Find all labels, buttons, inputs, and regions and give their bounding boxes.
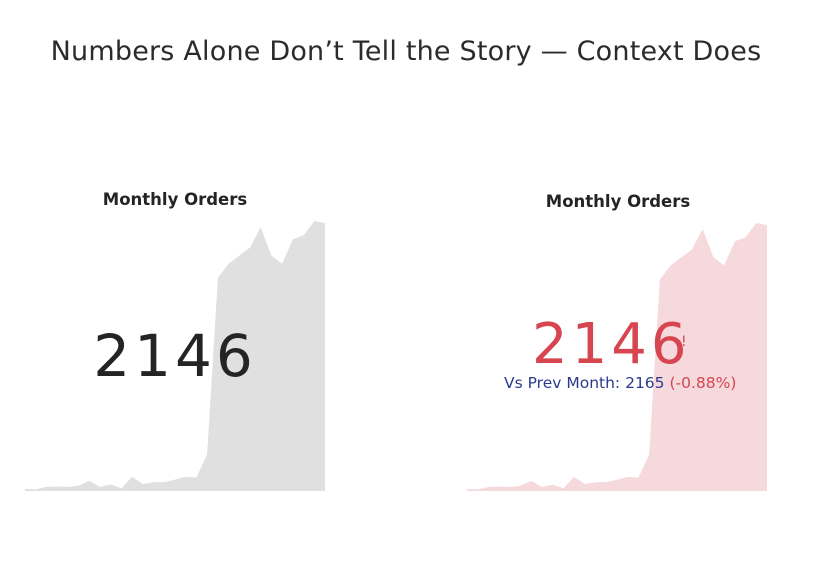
kpi-card-plain: Monthly Orders 2146 <box>0 0 330 561</box>
area-series <box>467 223 767 491</box>
sparkline-area-plain <box>25 221 325 491</box>
area-series <box>25 221 325 491</box>
kpi-value: 2146 <box>93 322 257 390</box>
sparkline-area-alert <box>467 223 767 491</box>
comparison-line: Vs Prev Month: 2165 (-0.88%) <box>504 374 736 392</box>
comparison-label: Vs Prev Month: 2165 <box>504 374 665 392</box>
kpi-card-contextual: Monthly Orders 2146 ! Vs Prev Month: 216… <box>442 0 827 561</box>
card-title: Monthly Orders <box>102 190 248 209</box>
comparison-delta: (-0.88%) <box>669 374 737 392</box>
page-title: Numbers Alone Don’t Tell the Story — Con… <box>50 36 762 67</box>
kpi-value-alert: 2146 <box>532 312 691 377</box>
alert-indicator: ! <box>681 334 687 350</box>
card-title: Monthly Orders <box>545 192 691 211</box>
